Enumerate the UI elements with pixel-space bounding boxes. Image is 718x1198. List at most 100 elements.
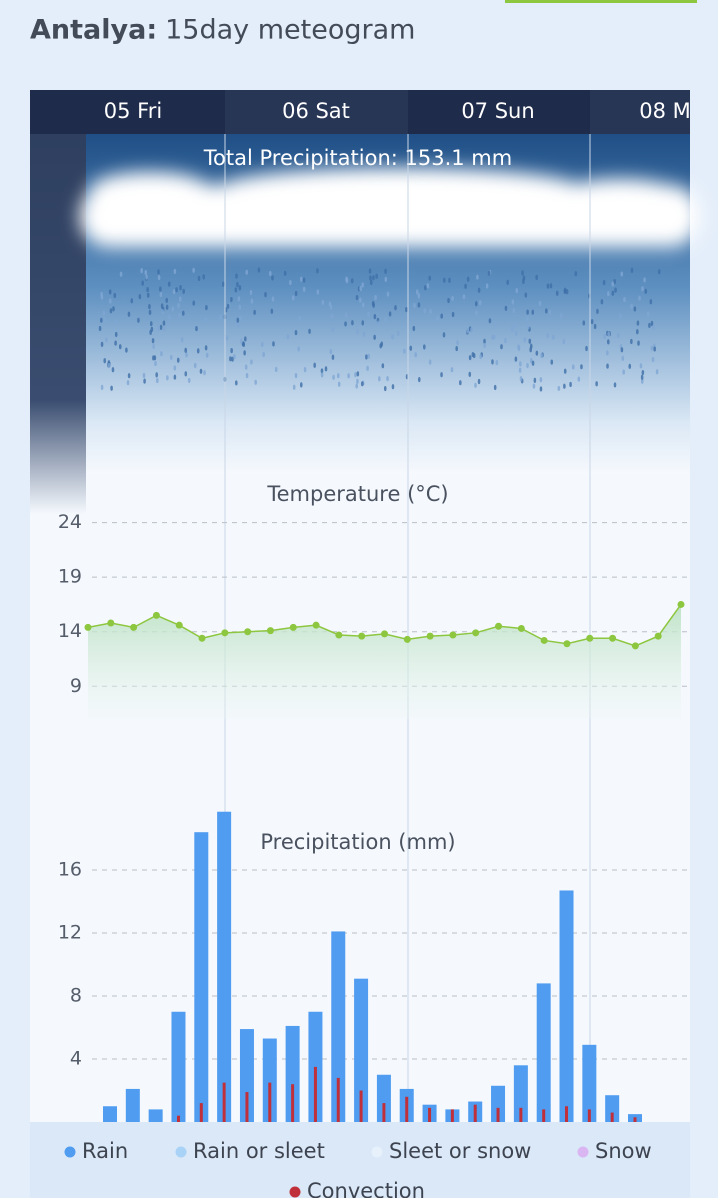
rain-drop: [613, 382, 617, 388]
rain-drop: [524, 292, 528, 298]
rain-drop: [607, 339, 610, 345]
rain-drop: [412, 325, 416, 332]
rain-drop: [641, 286, 644, 292]
rain-drop: [98, 325, 102, 332]
rain-drop: [320, 368, 324, 374]
rain-drop: [515, 288, 519, 294]
rain-drop: [585, 345, 588, 352]
rain-drop: [523, 337, 527, 343]
rain-drop: [603, 333, 606, 340]
axis-column: [30, 134, 86, 514]
rain-drop: [451, 311, 455, 318]
rain-drop: [177, 312, 181, 318]
rain-drop: [297, 346, 300, 352]
rain-drop: [148, 304, 151, 310]
rain-drop: [169, 354, 173, 361]
rain-drop: [650, 345, 654, 351]
rain-drop: [157, 274, 161, 281]
temperature-point: [107, 619, 115, 627]
legend-label: Sleet or snow: [389, 1139, 531, 1163]
rain-drop: [646, 311, 650, 317]
rain-drop: [330, 313, 334, 319]
rain-drop: [145, 274, 148, 280]
rain-drop: [466, 328, 469, 334]
rain-drop: [127, 373, 131, 379]
rain-drop: [238, 285, 242, 291]
rain-drop: [630, 267, 634, 273]
rain-drop: [580, 364, 583, 370]
rain-drop: [105, 337, 108, 343]
day-label: 08 M: [639, 99, 691, 123]
temperature-point: [84, 623, 92, 631]
rain-drop: [485, 283, 489, 289]
rain-drop: [545, 308, 548, 314]
rain-drop: [426, 283, 430, 289]
rain-drop: [630, 303, 633, 310]
legend-marker: [371, 1146, 383, 1158]
rain-drop: [271, 275, 274, 281]
rain-drop: [362, 331, 366, 337]
rain-drop: [229, 356, 232, 362]
rain-drop: [181, 310, 185, 316]
rain-drop: [529, 347, 532, 353]
rain-drop: [562, 338, 566, 345]
rain-drop: [292, 384, 296, 390]
rain-drop: [511, 299, 515, 305]
rain-drop: [462, 294, 466, 300]
rain-drop: [429, 308, 432, 315]
rain-drop: [197, 275, 201, 282]
convection-bar: [405, 1096, 409, 1122]
rain-drop: [238, 304, 242, 310]
rain-drop: [165, 297, 169, 304]
legend-marker: [64, 1146, 76, 1158]
rain-drop: [519, 361, 522, 367]
plots: [84, 134, 690, 1122]
rain-drop: [249, 289, 253, 296]
rain-drop: [236, 317, 240, 323]
temperature-point: [449, 631, 457, 639]
rain-drop: [546, 283, 550, 289]
rain-drop: [163, 326, 166, 332]
rain-drop: [375, 273, 378, 279]
rain-drop: [540, 352, 543, 359]
rain-drop: [649, 299, 653, 305]
rain-drop: [298, 315, 301, 322]
rain-drop: [100, 384, 104, 391]
rain-drop: [640, 378, 644, 384]
rain-drop: [253, 309, 256, 315]
rain-drop: [324, 366, 328, 372]
rain-drop: [308, 328, 311, 334]
rain-drop: [552, 334, 555, 340]
rain-drop: [114, 340, 117, 346]
convection-bar: [359, 1090, 363, 1122]
rain-drop: [162, 320, 166, 326]
rain-drop: [329, 349, 333, 355]
rain-drop: [373, 314, 377, 320]
rain-drop: [491, 334, 494, 340]
rain-drop: [450, 367, 454, 373]
temperature-point: [221, 629, 229, 637]
temperature-point: [312, 621, 320, 629]
rain-drop: [151, 338, 155, 344]
rain-drop: [391, 334, 394, 340]
temperature-point: [266, 627, 274, 635]
rain-bar: [262, 1038, 277, 1122]
convection-bar: [245, 1092, 249, 1122]
rain-drop: [313, 362, 316, 368]
rain-bar: [376, 1074, 391, 1122]
rain-drop: [237, 322, 240, 328]
rain-bar: [605, 1095, 620, 1122]
temperature-point: [244, 628, 252, 636]
rain-drop: [100, 317, 103, 323]
rain-drop: [483, 338, 486, 344]
rain-drop: [616, 332, 620, 338]
rain-drop: [176, 357, 180, 363]
legend-label: Rain or sleet: [193, 1139, 325, 1163]
rain-drop: [199, 368, 203, 374]
y-tick-label: 9: [70, 675, 82, 697]
rain-drop: [146, 286, 149, 293]
rain-drop: [109, 308, 113, 314]
rain-drop: [590, 318, 594, 325]
convection-bar: [473, 1104, 477, 1122]
rain-drop: [637, 340, 640, 346]
